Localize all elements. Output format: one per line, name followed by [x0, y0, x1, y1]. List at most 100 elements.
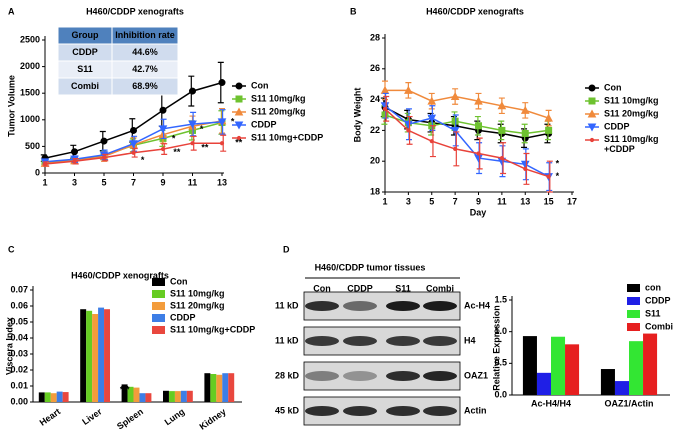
- marker: [235, 82, 243, 90]
- marker: [129, 140, 138, 149]
- bar: [145, 393, 152, 402]
- marker: [546, 174, 551, 179]
- marker: [497, 101, 507, 110]
- series-line: [385, 89, 549, 119]
- marker: [406, 128, 411, 133]
- table-cell-text: 44.6%: [132, 47, 158, 57]
- protein-label: Ac-H4: [464, 300, 490, 310]
- bar: [536, 372, 551, 395]
- chart-title: H460/CDDP xenografts: [426, 6, 524, 16]
- marker: [587, 123, 597, 132]
- size-label: 11 kD: [275, 300, 299, 310]
- marker: [159, 106, 167, 114]
- significance: *: [172, 133, 176, 143]
- x-tick-label: OAZ1/Actin: [604, 398, 653, 408]
- x-tick-label: 15: [544, 196, 554, 206]
- x-tick-label: 13: [520, 196, 530, 206]
- y-tick-label: 1000: [20, 114, 40, 124]
- x-tick-label: 7: [453, 196, 458, 206]
- protein-label: H4: [464, 335, 476, 345]
- x-tick-label: Liver: [80, 406, 104, 427]
- bar: [56, 391, 63, 402]
- x-tick-label: 9: [476, 196, 481, 206]
- legend-label: CDDP: [170, 312, 196, 322]
- y-tick-label: 26: [370, 63, 380, 73]
- legend-label: S11 10mg/kg: [170, 288, 225, 298]
- bar: [104, 309, 111, 402]
- y-tick-label: 0.02: [10, 364, 28, 374]
- y-tick-label: 24: [370, 94, 380, 104]
- size-label: 28 kD: [275, 370, 300, 380]
- legend-line: +CDDP: [604, 144, 635, 154]
- table-header-text: Inhibition rate: [115, 30, 175, 40]
- y-tick-label: 0: [35, 167, 40, 177]
- y-tick-label: 20: [370, 156, 380, 166]
- marker: [589, 137, 595, 143]
- legend-label: S11 20mg/kg: [170, 300, 225, 310]
- bar: [228, 373, 235, 402]
- marker: [382, 106, 388, 111]
- bar: [210, 374, 217, 402]
- chart-title: H460/CDDP xenografts: [71, 270, 169, 280]
- bar: [204, 373, 211, 402]
- band: [305, 406, 339, 416]
- table-cell-text: CDDP: [72, 47, 98, 57]
- legend-label: S11 10mg+CDDP: [251, 132, 323, 142]
- table-header-text: Group: [72, 30, 99, 40]
- y-tick-label: 0.04: [10, 332, 28, 342]
- significance: *: [141, 155, 145, 165]
- y-tick-label: 2500: [20, 34, 40, 44]
- bar: [614, 381, 629, 395]
- legend-label: CDDP: [604, 121, 630, 131]
- legend-swatch: [627, 310, 640, 318]
- y-tick-label: 0.06: [10, 300, 28, 310]
- y-axis-label: Body Weight: [352, 88, 362, 143]
- legend-swatch: [152, 302, 165, 310]
- x-tick-label: 1: [42, 177, 47, 187]
- band: [343, 406, 377, 416]
- x-tick-label: Heart: [38, 406, 63, 427]
- x-axis-label: Day: [470, 207, 487, 217]
- marker: [100, 137, 108, 145]
- legend-swatch: [152, 326, 165, 334]
- series-line: [384, 105, 549, 178]
- legend-label: Con: [251, 80, 269, 90]
- lane-label: CDDP: [347, 283, 373, 293]
- marker: [476, 151, 481, 156]
- significance: **: [173, 147, 181, 157]
- bar: [162, 390, 169, 402]
- marker: [427, 96, 437, 105]
- lane-label: Con: [313, 283, 331, 293]
- legend-line: S11 10mg/kg: [604, 134, 659, 144]
- marker: [404, 85, 413, 94]
- legend-swatch: [627, 284, 640, 292]
- marker: [588, 84, 596, 92]
- y-tick-label: 0.5: [494, 358, 507, 368]
- bar: [643, 333, 658, 395]
- marker: [188, 120, 197, 129]
- marker: [217, 118, 227, 127]
- bar: [98, 307, 105, 402]
- x-tick-label: Lung: [163, 406, 187, 427]
- y-axis-label: Tumor Volume: [6, 75, 16, 137]
- marker: [523, 166, 528, 171]
- band: [343, 336, 377, 346]
- band: [343, 371, 377, 381]
- significance: *: [126, 384, 130, 394]
- band: [343, 301, 377, 311]
- marker: [158, 125, 168, 134]
- marker: [218, 79, 226, 87]
- x-tick-label: 11: [188, 177, 198, 187]
- band: [386, 371, 420, 381]
- series-line: [384, 108, 549, 178]
- bar: [127, 386, 134, 402]
- lane-label: Combi: [426, 283, 454, 293]
- bar: [139, 393, 146, 402]
- band: [423, 406, 457, 416]
- marker: [474, 96, 483, 105]
- legend-swatch: [152, 314, 165, 322]
- marker: [131, 150, 136, 155]
- significance: **: [201, 142, 209, 152]
- y-tick-label: 0.07: [10, 284, 28, 294]
- legend-label: S11: [645, 308, 661, 318]
